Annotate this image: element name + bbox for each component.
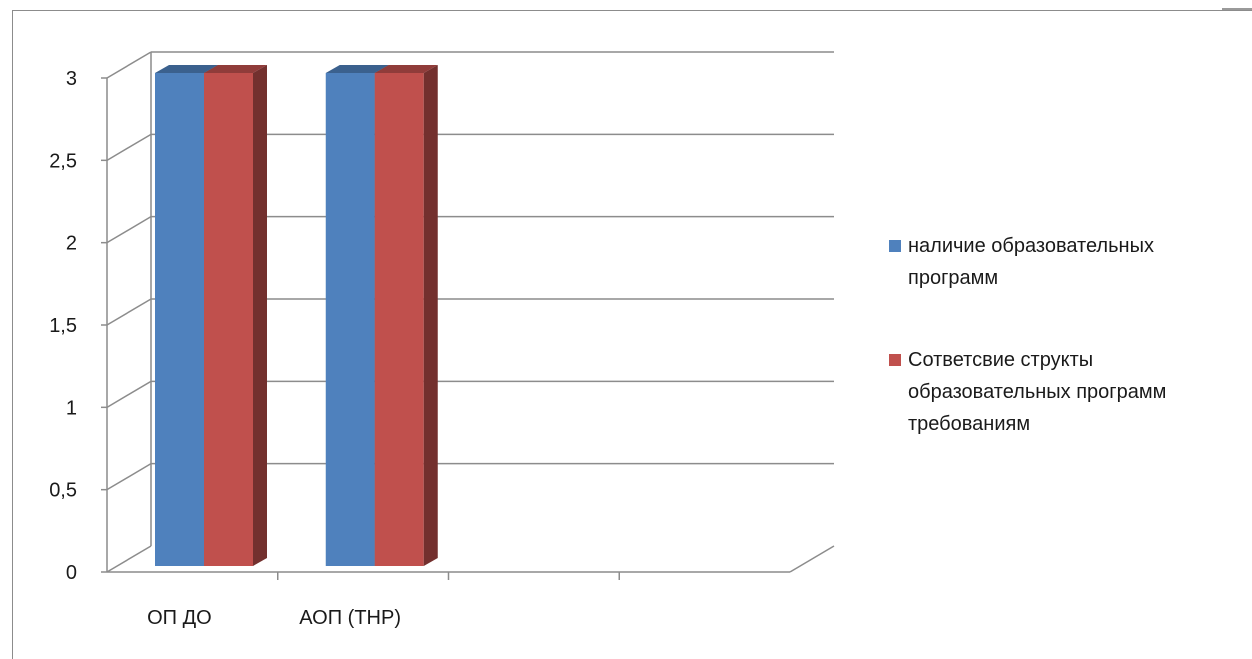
x-tick-labels: ОП ДО АОП (ТНР) <box>147 607 401 629</box>
bar-top <box>374 65 438 73</box>
gridline-depth <box>106 51 152 79</box>
legend-swatch <box>889 240 901 252</box>
bar-side <box>253 65 267 566</box>
bar-front <box>325 73 375 566</box>
bar-front <box>374 73 424 566</box>
axes <box>101 52 835 580</box>
gridline-depth <box>106 380 152 408</box>
x-tick-label: ОП ДО <box>147 607 212 629</box>
legend: наличие образовательных программ Сответсви… <box>889 235 1166 435</box>
y-tick-label: 2 <box>66 233 77 255</box>
gridline-depth <box>106 133 152 161</box>
bar-side <box>423 65 438 566</box>
y-tick-label: 3 <box>66 68 77 90</box>
bar-top <box>155 65 218 73</box>
bar <box>204 65 267 566</box>
bar-top <box>204 65 267 73</box>
y-tick-label: 2,5 <box>49 150 77 172</box>
gridline-depth <box>106 545 152 573</box>
gridline-depth <box>106 298 152 326</box>
gridline-depth <box>106 463 152 491</box>
legend-label: наличие образовательных программ <box>908 235 1154 289</box>
y-tick-label: 1,5 <box>49 315 77 337</box>
bar-top <box>325 65 389 73</box>
y-tick-label: 0 <box>66 562 77 584</box>
bar-front <box>155 73 204 566</box>
gridline-depth <box>106 216 152 244</box>
x-tick-label: АОП (ТНР) <box>299 607 401 629</box>
y-tick-label: 0,5 <box>49 480 77 502</box>
chart-frame <box>12 10 1252 659</box>
bar-front <box>204 73 253 566</box>
page-corner-mark <box>1222 0 1252 10</box>
legend-swatch <box>889 354 901 366</box>
y-tick-label: 1 <box>66 397 77 419</box>
bar <box>374 65 438 566</box>
floor-edge <box>789 545 835 573</box>
bars <box>155 65 438 566</box>
legend-label: Сответсвие структы образовательных програ… <box>908 349 1166 435</box>
y-tick-labels: 0 0,5 1 1,5 2 2,5 3 <box>49 68 77 584</box>
